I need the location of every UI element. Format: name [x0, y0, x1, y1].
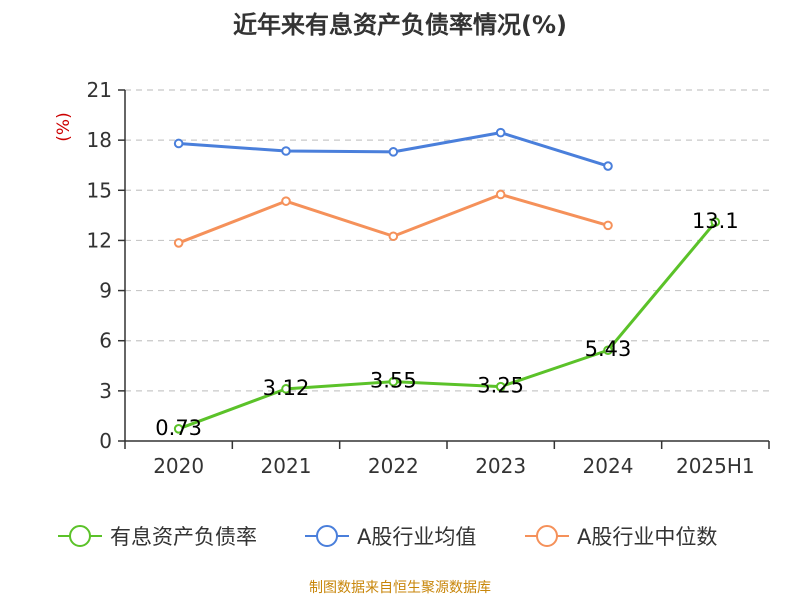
x-tick-label-2021: 2021 [261, 454, 312, 478]
data-label-0-5: 13.1 [692, 209, 739, 233]
legend-marker-1 [316, 525, 338, 547]
legend-marker-0 [69, 525, 91, 547]
x-tick-label-2025H1: 2025H1 [676, 454, 755, 478]
y-tick-label-18: 18 [87, 128, 112, 152]
legend-item-2: A股行业中位数 [525, 525, 717, 549]
source-note: 制图数据来自恒生聚源数据库 [309, 580, 491, 596]
axes: 0 3 6 9 12 15 18 21 2020 2021 2022 2023 2024 2025H1 [87, 78, 770, 478]
legend-item-0: 有息资产负债率 [58, 525, 257, 549]
y-tick-label-0: 0 [99, 429, 112, 453]
data-point-0-4 [603, 345, 613, 356]
x-tick-label-2023: 2023 [475, 454, 526, 478]
data-label-0-3: 3.25 [477, 374, 524, 398]
series-1 [173, 127, 613, 171]
data-label-0-1: 3.12 [263, 376, 310, 400]
legend-label-0: 有息资产负债率 [110, 525, 257, 549]
legend-item-1: A股行业均值 [305, 525, 476, 549]
data-labels: 0.73 3.12 3.55 3.25 5.43 13.1 [155, 209, 738, 440]
data-label-0-0: 0.73 [155, 416, 202, 440]
x-tick-label-2022: 2022 [368, 454, 419, 478]
data-point-0-2 [388, 376, 399, 387]
data-point-0-5 [710, 217, 721, 227]
series-2 [173, 189, 613, 248]
data-point-2-4 [603, 220, 613, 231]
y-tick-label-9: 9 [99, 279, 112, 303]
legend-marker-2 [536, 525, 558, 547]
series-lines [173, 127, 721, 434]
y-axis-label: (%) [54, 112, 74, 141]
series-0 [173, 217, 721, 434]
data-point-0-3 [495, 381, 506, 392]
gridlines [125, 89, 769, 392]
y-tick-label-3: 3 [99, 379, 112, 403]
chart-title: 近年来有息资产负债率情况(%) [233, 11, 567, 39]
data-point-2-3 [495, 189, 506, 200]
data-point-1-1 [281, 146, 291, 156]
data-point-2-2 [388, 231, 399, 242]
legend-label-2: A股行业中位数 [577, 525, 717, 549]
data-point-1-4 [603, 161, 613, 171]
x-tick-label-2020: 2020 [153, 454, 204, 478]
y-tick-label-15: 15 [87, 178, 112, 202]
data-label-0-2: 3.55 [370, 369, 417, 393]
legend: 有息资产负债率 A股行业均值 A股行业中位数 [58, 525, 717, 549]
data-point-1-2 [388, 147, 399, 157]
series-line-0 [178, 221, 717, 431]
data-point-0-0 [173, 423, 184, 434]
data-point-1-0 [173, 138, 184, 149]
data-point-2-0 [173, 238, 184, 248]
data-point-2-1 [281, 196, 291, 206]
y-tick-label-21: 21 [87, 78, 112, 102]
y-tick-label-6: 6 [99, 329, 112, 353]
legend-label-1: A股行业均值 [357, 525, 476, 549]
data-point-1-3 [495, 127, 506, 138]
y-tick-label-12: 12 [87, 228, 112, 252]
data-label-0-4: 5.43 [585, 337, 632, 361]
x-tick-label-2024: 2024 [583, 454, 634, 478]
data-point-0-1 [281, 384, 291, 394]
